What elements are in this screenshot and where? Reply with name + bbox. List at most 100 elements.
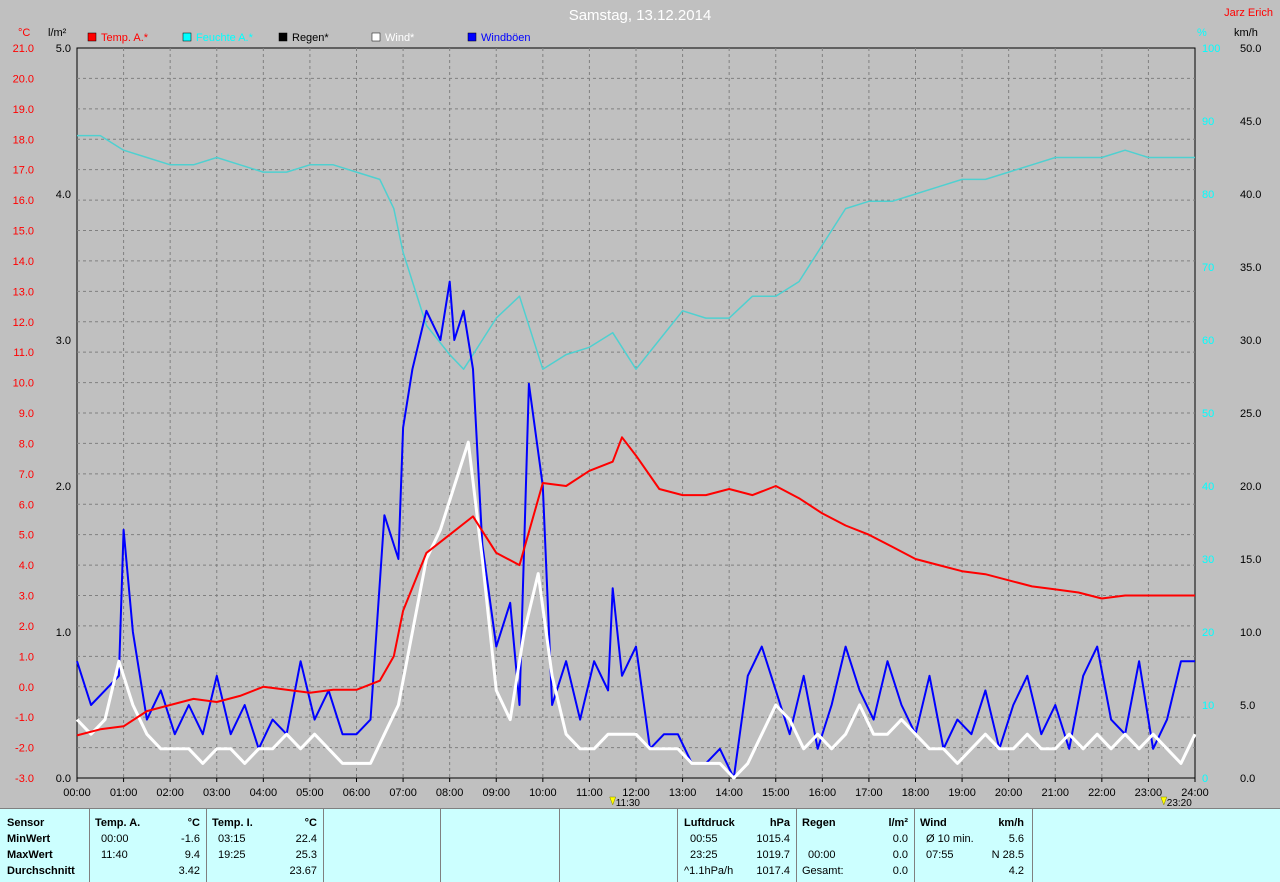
wind-tick-label: 5.0 <box>1240 700 1255 712</box>
x-tick-label: 17:00 <box>855 787 883 799</box>
legend: Temp. A.* Feuchte A.* Regen* Wind* Windböen <box>87 32 531 44</box>
x-tick-label: 15:00 <box>762 787 790 799</box>
weather-chart: 21.0 20.0 19.0 18.0 17.0 16.0 15.0 14.0 13.0 12.0… <box>13 7 1273 808</box>
series-line-windb-en <box>76 280 1195 779</box>
wind-tick-label: 0.0 <box>1240 773 1255 785</box>
temp-tick-label: 12.0 <box>13 317 34 329</box>
time-marker <box>1160 796 1168 806</box>
temp-tick-label: 4.0 <box>19 560 34 572</box>
humidity-tick-label: 20 <box>1202 627 1214 639</box>
x-tick-label: 05:00 <box>296 787 324 799</box>
chart-title: Samstag, 13.12.2014 <box>569 7 712 24</box>
humidity-tick-label: 10 <box>1202 700 1214 712</box>
x-tick-label: 24:00 <box>1181 787 1209 799</box>
temp-tick-label: 8.0 <box>19 438 34 450</box>
wind-max-val: N 28.5 <box>991 849 1024 861</box>
temp-tick-label: 6.0 <box>19 499 34 511</box>
unit-temp: °C <box>18 27 30 39</box>
wind-tick-label: 25.0 <box>1240 408 1261 420</box>
temp-tick-label: 15.0 <box>13 226 34 238</box>
legend-swatch <box>87 32 97 42</box>
temp-a-max-time: 11:40 <box>101 849 128 861</box>
x-tick-label: 22:00 <box>1088 787 1116 799</box>
rain-unit: l/m² <box>888 817 908 829</box>
wind-max-time: 07:55 <box>926 849 954 861</box>
series <box>75 134 1197 780</box>
temp-tick-label: 18.0 <box>13 134 34 146</box>
temp-i-max-time: 19:25 <box>218 849 246 861</box>
legend-label: Windböen <box>481 32 531 44</box>
rain-row2-val: 0.0 <box>892 849 908 861</box>
wind-tick-label: 10.0 <box>1240 627 1261 639</box>
temp-a-unit: °C <box>187 817 200 829</box>
temp-tick-label: 5.0 <box>19 530 34 542</box>
temp-tick-label: 13.0 <box>13 286 34 298</box>
temp-a-min-val: -1.6 <box>181 833 200 845</box>
humidity-tick-label: 30 <box>1202 554 1214 566</box>
wind-tick-label: 20.0 <box>1240 481 1261 493</box>
series-line-wind <box>75 440 1197 780</box>
x-tick-label: 10:00 <box>529 787 557 799</box>
temp-a-max-val: 9.4 <box>184 849 200 861</box>
rain-tick-label: 0.0 <box>56 773 71 785</box>
pressure-unit: hPa <box>769 817 790 829</box>
temp-tick-label: 11.0 <box>13 347 34 359</box>
temp-a-title: Temp. A. <box>95 817 141 829</box>
x-tick-label: 18:00 <box>902 787 930 799</box>
rain-tick-label: 3.0 <box>56 335 71 347</box>
x-tick-label: 21:00 <box>1041 787 1069 799</box>
grid <box>76 47 1196 779</box>
legend-swatch <box>371 32 381 42</box>
wind-avg-val: 5.6 <box>1008 833 1024 845</box>
x-tick-label: 23:00 <box>1135 787 1163 799</box>
temp-i-min-val: 22.4 <box>295 833 317 845</box>
x-tick-label: 07:00 <box>389 787 417 799</box>
x-tick-label: 13:00 <box>669 787 697 799</box>
humidity-tick-label: 100 <box>1202 43 1220 55</box>
x-tick-label: 20:00 <box>995 787 1023 799</box>
temp-tick-label: 17.0 <box>13 165 34 177</box>
pressure-max-val: 1019.7 <box>756 849 790 861</box>
rain-tick-label: 1.0 <box>56 627 71 639</box>
pressure-min-val: 1015.4 <box>756 833 790 845</box>
series-line-temp-a <box>76 436 1195 737</box>
rain-tick-label: 5.0 <box>56 43 71 55</box>
temp-tick-label: -3.0 <box>15 773 34 785</box>
temp-i-unit: °C <box>304 817 317 829</box>
temp-tick-label: 3.0 <box>19 591 34 603</box>
temp-i-title: Temp. I. <box>212 817 253 829</box>
wind-tick-label: 45.0 <box>1240 116 1261 128</box>
wind-title: Wind <box>920 817 947 829</box>
row-max-label: MaxWert <box>7 849 53 861</box>
wind-avg-label: Ø 10 min. <box>926 833 974 845</box>
wind-tick-label: 35.0 <box>1240 262 1261 274</box>
wind-avg2: 4.2 <box>1008 865 1024 877</box>
sensor-title: Sensor <box>7 817 45 829</box>
temp-tick-label: 9.0 <box>19 408 34 420</box>
x-tick-label: 12:00 <box>622 787 650 799</box>
row-min-label: MinWert <box>7 833 51 845</box>
rain-title: Regen <box>802 817 836 829</box>
humidity-tick-label: 0 <box>1202 773 1208 785</box>
wind-unit: km/h <box>998 817 1024 829</box>
temp-tick-label: 21.0 <box>13 43 34 55</box>
pressure-title: Luftdruck <box>684 817 735 829</box>
temp-tick-label: 19.0 <box>13 104 34 116</box>
author-label: Jarz Erich <box>1224 7 1273 19</box>
rain-tick-label: 2.0 <box>56 481 71 493</box>
x-tick-label: 02:00 <box>156 787 184 799</box>
x-tick-label: 08:00 <box>436 787 464 799</box>
legend-label: Regen* <box>292 32 329 44</box>
rain-tick-label: 4.0 <box>56 189 71 201</box>
humidity-tick-label: 50 <box>1202 408 1214 420</box>
x-tick-label: 03:00 <box>203 787 231 799</box>
rain-total-val: 0.0 <box>892 865 908 877</box>
unit-rain: l/m² <box>48 27 67 39</box>
humidity-tick-label: 60 <box>1202 335 1214 347</box>
wind-tick-label: 40.0 <box>1240 189 1261 201</box>
temp-i-max-val: 25.3 <box>295 849 317 861</box>
x-tick-label: 01:00 <box>110 787 138 799</box>
pressure-max-time: 23:25 <box>690 849 718 861</box>
humidity-tick-label: 40 <box>1202 481 1214 493</box>
time-marker-label: 11:30 <box>616 798 641 808</box>
